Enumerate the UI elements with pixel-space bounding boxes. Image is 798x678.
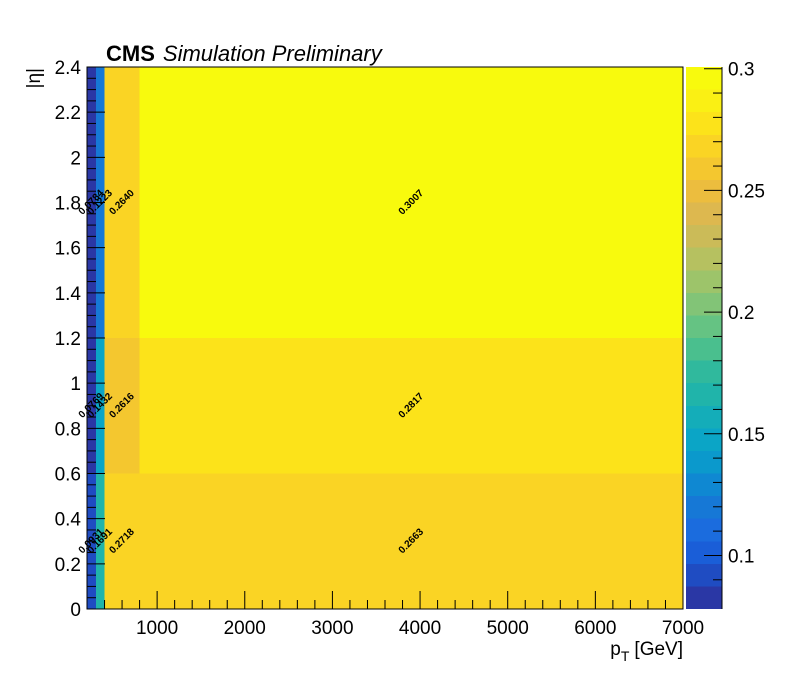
color-scale-segment [686,315,722,338]
color-scale-tick-label: 0.15 [728,425,765,446]
y-tick-label: 1.6 [55,239,81,260]
heatmap-cell [139,67,683,338]
color-scale-tick-label: 0.3 [728,60,754,81]
y-tick-label: 1.8 [55,194,81,215]
color-scale-segment [686,89,722,113]
color-scale-tick-label: 0.1 [728,546,754,567]
heatmap-cell [104,338,140,474]
x-tick-label: 7000 [662,618,704,639]
color-scale-segment [686,134,722,158]
x-tick-label: 4000 [399,618,441,639]
y-tick-label: 1.2 [55,329,81,350]
y-tick-label: 2.4 [55,58,82,79]
x-axis-label: pT [GeV] [610,639,683,664]
heatmap-cell [95,338,105,474]
axis-ticks: 1000 2000 3000 4000 5000 6000 7000 0 0.2 0.4 0.6 0.… [55,58,705,639]
title-cms: CMS [106,41,155,66]
color-scale-bar: 0.1 0.15 0.2 0.25 0.3 [686,60,765,609]
x-tick-label: 6000 [574,618,616,639]
y-tick-label: 0.4 [55,510,82,531]
color-scale-segment [686,563,722,587]
chart-title: CMS Simulation Preliminary [106,41,384,66]
color-scale-segment [686,586,722,609]
y-tick-label: 0.6 [55,465,81,486]
color-scale-segment [686,541,722,564]
color-scale-segment [686,112,722,135]
y-tick-label: 1.4 [55,284,82,305]
color-scale-segment [686,67,722,90]
y-tick-label: 0.8 [55,419,81,440]
heatmap-cell [104,473,140,609]
color-scale-segment [686,179,722,203]
color-scale-segment [686,338,722,361]
y-tick-label: 0 [70,600,81,621]
y-tick-label: 0.2 [55,555,81,576]
color-scale-segment [686,292,722,316]
color-scale-segment [686,360,722,384]
heatmap-cells [87,67,683,609]
color-scale-tick-label: 0.25 [728,181,765,202]
heatmap-cell [104,67,140,338]
title-simulation-preliminary: Simulation Preliminary [163,41,384,66]
heatmap-cell [139,338,683,474]
y-tick-label: 1 [70,374,81,395]
color-scale-segment [686,157,722,180]
color-scale-segment [686,428,722,451]
y-tick-label: 2.2 [55,103,81,124]
x-axis-label-subscript: T [621,648,630,664]
color-scale-segment [686,225,722,248]
color-scale-segment [686,518,722,542]
x-tick-label: 5000 [487,618,529,639]
color-scale-segment [686,405,722,429]
color-scale-segment [686,202,722,226]
heatmap-cell [95,473,105,609]
color-scale-segment [686,473,722,497]
color-scale-segment [686,270,722,293]
x-tick-label: 3000 [311,618,353,639]
x-axis-label-p: p [610,639,621,660]
x-tick-label: 1000 [136,618,178,639]
color-scale-segment [686,247,722,271]
color-scale-segment [686,496,722,519]
color-scale-segment [686,383,722,406]
x-tick-label: 2000 [224,618,266,639]
color-scale-segment [686,450,722,474]
y-axis-label: |η| [24,68,45,88]
color-scale-tick-label: 0.2 [728,303,754,324]
y-tick-label: 2 [70,148,81,169]
heatmap-cell [139,473,683,609]
x-axis-label-unit: [GeV] [634,639,683,660]
